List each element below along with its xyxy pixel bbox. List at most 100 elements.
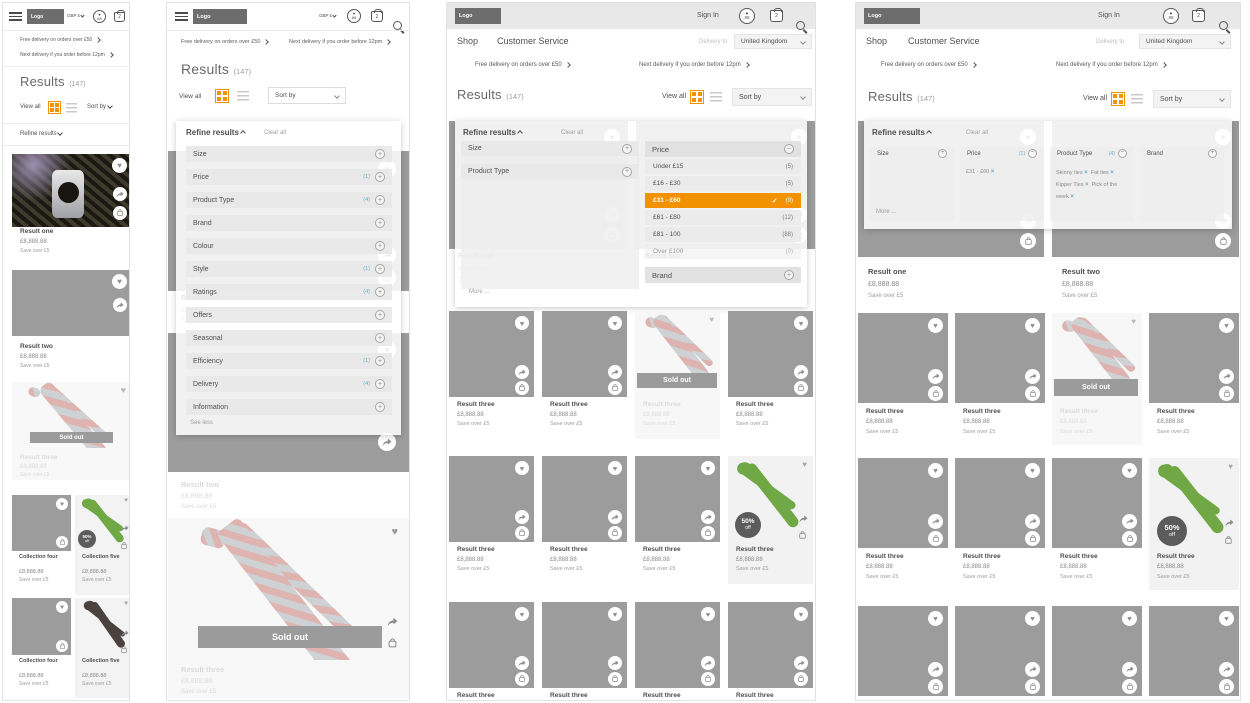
grid-view-icon[interactable] xyxy=(48,101,61,114)
wishlist-heart-icon[interactable]: ♥ xyxy=(701,461,715,475)
share-icon[interactable] xyxy=(608,656,622,670)
product-title[interactable]: Collection five xyxy=(82,658,120,664)
currency-selector[interactable]: GBP £ xyxy=(319,13,338,18)
product-card-discounted[interactable]: ♥ 50% off Result three £8,888.88 Save over £5 xyxy=(728,456,813,584)
product-title[interactable]: Result three xyxy=(643,692,681,699)
plus-icon[interactable]: + xyxy=(375,379,385,389)
product-card[interactable]: ♥ Result three £8,888.88 Save over £5 xyxy=(858,458,948,590)
add-to-basket-icon[interactable] xyxy=(1219,386,1234,401)
product-image[interactable] xyxy=(12,154,129,227)
share-icon[interactable] xyxy=(1025,369,1040,384)
basket-icon[interactable]: 2 xyxy=(114,9,125,22)
menu-icon[interactable] xyxy=(175,12,188,21)
menu-icon[interactable] xyxy=(9,12,22,21)
product-card[interactable]: ♥ Result three £8,888.88 Save over £5 xyxy=(1149,313,1239,445)
plus-icon[interactable]: + xyxy=(375,149,385,159)
plus-icon[interactable]: + xyxy=(1208,149,1217,158)
add-to-basket-icon[interactable] xyxy=(1025,531,1040,546)
filter-row-size[interactable]: Size + xyxy=(461,141,639,156)
product-title[interactable]: Result three xyxy=(1060,553,1098,560)
wishlist-icon[interactable]: ♥ 88 xyxy=(739,8,755,24)
filter-row-product-type[interactable]: Product Type + xyxy=(461,164,639,179)
basket-icon[interactable]: 2 xyxy=(1192,7,1205,22)
add-to-basket-icon[interactable] xyxy=(120,641,128,659)
plus-icon[interactable]: + xyxy=(375,356,385,366)
add-to-basket-icon[interactable] xyxy=(515,526,529,540)
product-title[interactable]: Result three xyxy=(550,692,588,699)
product-title[interactable]: Result three xyxy=(736,692,774,699)
product-card[interactable]: ♥ Result three xyxy=(635,602,720,700)
product-title[interactable]: Result three xyxy=(643,401,681,408)
filter-row-size[interactable]: Size + xyxy=(186,146,392,162)
share-icon[interactable] xyxy=(387,614,398,632)
share-icon[interactable] xyxy=(1122,662,1137,677)
product-card[interactable]: ♥ Result three £8,888.88 Save over £5 xyxy=(955,458,1045,590)
filter-row-offers[interactable]: Offers + xyxy=(186,307,392,323)
logo[interactable]: Logo xyxy=(864,8,920,24)
filter-row-delivery[interactable]: Delivery (4) + xyxy=(186,376,392,392)
share-icon[interactable] xyxy=(928,662,943,677)
product-card[interactable]: ♥ Result three £8,888.88 Save over £5 xyxy=(858,313,948,445)
product-title[interactable]: Result one xyxy=(868,267,907,276)
wishlist-heart-icon[interactable]: ♥ xyxy=(56,601,68,613)
sign-in-link[interactable]: Sign In xyxy=(697,12,719,19)
product-title[interactable]: Result three xyxy=(1157,408,1195,415)
product-card[interactable]: ♥Result three xyxy=(955,606,1045,700)
wishlist-heart-icon[interactable]: ♥ xyxy=(608,607,622,621)
share-icon[interactable] xyxy=(794,365,808,379)
product-image[interactable] xyxy=(12,270,129,336)
add-to-basket-icon[interactable] xyxy=(1215,233,1231,249)
clear-all-link[interactable]: Clear all xyxy=(966,130,989,136)
share-icon[interactable] xyxy=(1025,662,1040,677)
wishlist-heart-icon[interactable]: ♥ xyxy=(928,318,943,333)
product-card[interactable]: ♥ Result three £8,888.88 Save over £5 xyxy=(449,456,534,584)
promo-free-delivery[interactable]: Free delivery on orders over £50 xyxy=(881,62,977,68)
grid-view-icon[interactable] xyxy=(690,90,704,104)
wishlist-heart-icon[interactable]: ♥ xyxy=(1025,318,1040,333)
grid-view-icon[interactable] xyxy=(1111,92,1125,106)
plus-icon[interactable]: + xyxy=(375,402,385,412)
product-title[interactable]: Result three xyxy=(866,553,904,560)
product-title[interactable]: Result three xyxy=(963,553,1001,560)
nav-customer-service[interactable]: Customer Service xyxy=(497,36,569,46)
share-icon[interactable] xyxy=(701,510,715,524)
filter-tag[interactable]: Skinny ties × xyxy=(1056,170,1088,176)
product-title[interactable]: Result three xyxy=(181,665,225,674)
wishlist-heart-icon[interactable]: ♥ xyxy=(701,607,715,621)
promo-free-delivery[interactable]: Free delivery on orders over £50 xyxy=(475,62,571,68)
currency-selector[interactable]: GBP £ xyxy=(67,13,86,18)
product-card[interactable]: ♥Result three xyxy=(1052,606,1142,700)
filter-row-price[interactable]: Price (1) − xyxy=(960,147,1044,160)
add-to-basket-icon[interactable] xyxy=(1219,679,1234,694)
add-to-basket-icon[interactable] xyxy=(120,537,128,555)
share-icon[interactable] xyxy=(113,298,127,312)
filter-row-information[interactable]: Information + xyxy=(186,399,392,415)
sort-by-dropdown[interactable]: Sort by xyxy=(732,88,812,106)
filter-row-brand[interactable]: Brand + xyxy=(645,267,801,283)
plus-icon[interactable]: + xyxy=(375,310,385,320)
wishlist-icon[interactable]: ♥ 88 xyxy=(347,9,361,23)
promo-free-delivery[interactable]: Free delivery on orders over £50 xyxy=(20,37,102,43)
product-card[interactable]: ♥ Result three £8,888.88 Save over £5 xyxy=(542,456,627,584)
add-to-basket-icon[interactable] xyxy=(928,679,943,694)
search-icon[interactable] xyxy=(1219,21,1232,34)
wishlist-heart-icon[interactable]: ♥ xyxy=(802,460,807,469)
wishlist-heart-icon[interactable]: ♥ xyxy=(515,316,529,330)
wishlist-heart-icon[interactable]: ♥ xyxy=(120,385,126,395)
add-to-basket-icon[interactable] xyxy=(928,531,943,546)
wishlist-heart-icon[interactable]: ♥ xyxy=(124,497,128,504)
product-card[interactable]: ♥ Result three £8,888.88 Save over £5 xyxy=(542,311,627,439)
wishlist-icon[interactable]: ♥ 88 xyxy=(1163,8,1179,24)
wishlist-heart-icon[interactable]: ♥ xyxy=(515,607,529,621)
share-icon[interactable] xyxy=(1225,514,1234,532)
product-title[interactable]: Result three xyxy=(866,408,904,415)
product-card-sold-out[interactable]: ♥ Sold out Result three £8,888.88 Save o… xyxy=(12,382,129,480)
share-icon[interactable] xyxy=(608,365,622,379)
product-title[interactable]: Result one xyxy=(20,228,54,235)
add-to-basket-icon[interactable] xyxy=(515,672,529,686)
plus-icon[interactable]: + xyxy=(375,172,385,182)
more-link[interactable]: More ... xyxy=(469,289,490,295)
wishlist-heart-icon[interactable]: ♥ xyxy=(794,607,808,621)
price-option[interactable]: Over £100 (0) xyxy=(645,244,801,259)
product-title[interactable]: Collection four xyxy=(19,554,58,560)
